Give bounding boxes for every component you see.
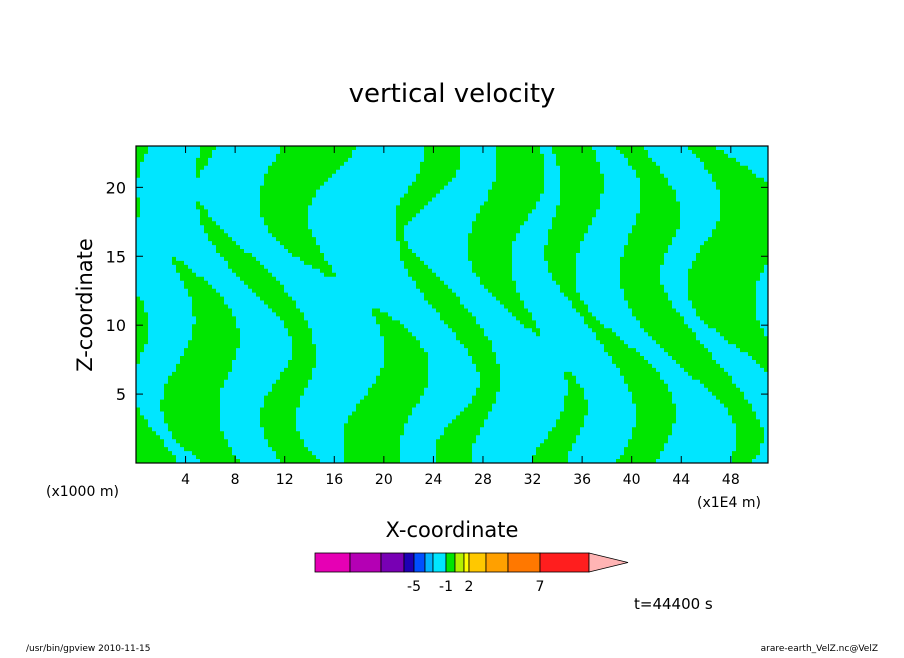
x-tick-label: 8 (231, 472, 240, 488)
colorbar-segment (485, 552, 509, 573)
y-axis-label: Z-coordinate (73, 238, 97, 372)
x-tick-label: 20 (375, 472, 393, 488)
x-tick-label: 24 (424, 472, 442, 488)
colorbar-segment (413, 552, 426, 573)
positive-velocity-region (136, 146, 768, 463)
colorbar-segment (314, 552, 351, 573)
x-unit-left: (x1000 m) (46, 484, 119, 500)
colorbar-segment (403, 552, 415, 573)
x-tick-label: 44 (672, 472, 690, 488)
y-tick-label: 15 (106, 247, 126, 266)
x-tick-label: 32 (524, 472, 542, 488)
footer-left: /usr/bin/gpview 2010-11-15 (26, 644, 150, 654)
colorbar-segment (539, 552, 590, 573)
x-tick-label: 40 (623, 472, 641, 488)
x-unit-right: (x1E4 m) (697, 495, 761, 511)
colorbar-segment (468, 552, 487, 573)
y-tick-label: 5 (116, 385, 126, 404)
x-tick-label: 48 (722, 472, 740, 488)
colorbar-arrow (588, 552, 629, 573)
colorbar-segment (432, 552, 447, 573)
x-tick-label: 16 (325, 472, 343, 488)
plot-frame (135, 145, 769, 464)
colorbar-segment (463, 552, 470, 573)
colorbar-segment (454, 552, 465, 573)
time-label: t=44400 s (634, 595, 713, 613)
colorbar-label: -1 (439, 579, 453, 595)
x-tick-label: 12 (276, 472, 294, 488)
x-tick-label: 4 (181, 472, 190, 488)
colorbar: -5 -1 2 7 (314, 552, 629, 595)
y-tick-label: 10 (106, 316, 126, 335)
x-tick-label: 36 (573, 472, 591, 488)
chart-title: vertical velocity (349, 79, 556, 109)
colorbar-segment (507, 552, 541, 573)
footer-right: arare-earth_VelZ.nc@VelZ (761, 644, 878, 654)
colorbar-segment (349, 552, 382, 573)
x-tick-label: 28 (474, 472, 492, 488)
x-axis-label: X-coordinate (386, 518, 519, 542)
y-tick-label: 20 (106, 178, 126, 197)
colorbar-label: 2 (465, 579, 474, 595)
colorbar-segment (424, 552, 434, 573)
colorbar-label: -5 (407, 579, 421, 595)
colorbar-segment (380, 552, 405, 573)
colorbar-segment (445, 552, 456, 573)
colorbar-label: 7 (536, 579, 545, 595)
